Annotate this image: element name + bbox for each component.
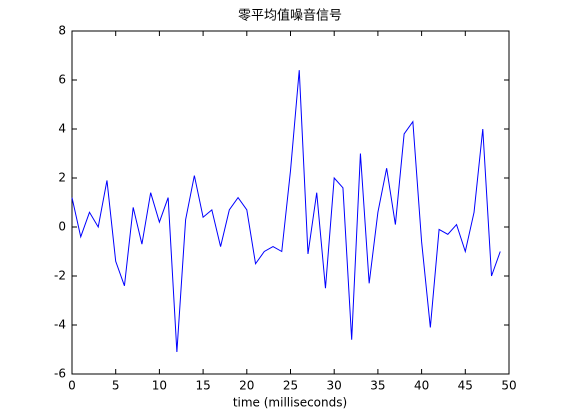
y-tick-label: 4 xyxy=(58,122,66,136)
x-tick-label: 40 xyxy=(414,379,429,393)
y-tick-label: 6 xyxy=(58,73,66,87)
x-tick-label: 0 xyxy=(68,379,76,393)
x-tick-label: 50 xyxy=(501,379,516,393)
x-tick-label: 35 xyxy=(370,379,385,393)
chart-title: 零平均值噪音信号 xyxy=(238,8,342,24)
x-tick-label: 30 xyxy=(327,379,342,393)
x-tick-label: 25 xyxy=(283,379,298,393)
x-axis-label: time (milliseconds) xyxy=(233,396,347,410)
x-tick-label: 45 xyxy=(458,379,473,393)
y-tick-label: 8 xyxy=(58,24,66,38)
y-tick-label: -6 xyxy=(54,367,66,381)
y-tick-label: -4 xyxy=(54,318,66,332)
y-tick-label: -2 xyxy=(54,269,66,283)
x-tick-label: 20 xyxy=(239,379,254,393)
x-tick-label: 10 xyxy=(152,379,167,393)
axes-box xyxy=(71,30,510,375)
x-tick-label: 5 xyxy=(112,379,120,393)
y-tick-label: 2 xyxy=(58,171,66,185)
y-tick-label: 0 xyxy=(58,220,66,234)
x-tick-label: 15 xyxy=(195,379,210,393)
data-line xyxy=(71,70,501,352)
